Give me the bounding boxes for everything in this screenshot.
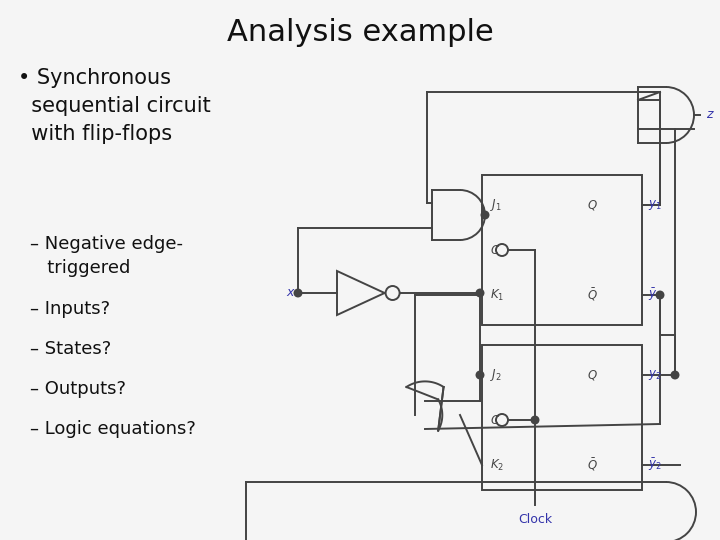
Text: $y_1$: $y_1$ <box>648 198 662 212</box>
Bar <box>432 190 460 240</box>
Bar <box>638 87 666 143</box>
Text: $J_1$: $J_1$ <box>490 197 502 213</box>
Text: $J_2$: $J_2$ <box>490 367 502 383</box>
Text: $z$: $z$ <box>706 109 715 122</box>
Text: $Q$: $Q$ <box>587 368 598 382</box>
Text: • Synchronous
  sequential circuit
  with flip-flops: • Synchronous sequential circuit with fl… <box>18 68 211 144</box>
Polygon shape <box>406 381 444 430</box>
Text: – States?: – States? <box>30 340 112 358</box>
Bar <box>482 345 642 490</box>
Text: $Q$: $Q$ <box>587 198 598 212</box>
Circle shape <box>657 292 664 299</box>
Text: $\bar{y}_2$: $\bar{y}_2$ <box>648 457 662 473</box>
Text: $K_1$: $K_1$ <box>490 287 504 302</box>
Circle shape <box>477 372 484 379</box>
Circle shape <box>672 372 678 379</box>
Bar <box>246 482 666 540</box>
Circle shape <box>386 286 400 300</box>
Circle shape <box>496 414 508 426</box>
Text: – Negative edge-
   triggered: – Negative edge- triggered <box>30 235 183 276</box>
Polygon shape <box>337 271 384 315</box>
Circle shape <box>477 289 484 296</box>
Text: – Inputs?: – Inputs? <box>30 300 110 318</box>
Text: $y_2$: $y_2$ <box>648 368 662 382</box>
Text: $C$: $C$ <box>490 414 500 427</box>
Text: Clock: Clock <box>518 513 552 526</box>
Bar <box>482 175 642 325</box>
Text: $\bar{Q}$: $\bar{Q}$ <box>587 457 598 473</box>
Text: – Logic equations?: – Logic equations? <box>30 420 196 438</box>
Text: Analysis example: Analysis example <box>227 18 493 47</box>
Circle shape <box>482 212 488 219</box>
Text: $x$: $x$ <box>286 287 296 300</box>
Text: $\bar{y}_1$: $\bar{y}_1$ <box>648 287 662 303</box>
Text: – Outputs?: – Outputs? <box>30 380 126 398</box>
Text: $\bar{Q}$: $\bar{Q}$ <box>587 287 598 303</box>
Text: $K_2$: $K_2$ <box>490 457 504 472</box>
Circle shape <box>531 416 539 423</box>
Text: $C$: $C$ <box>490 244 500 256</box>
Circle shape <box>294 289 302 296</box>
Circle shape <box>496 244 508 256</box>
